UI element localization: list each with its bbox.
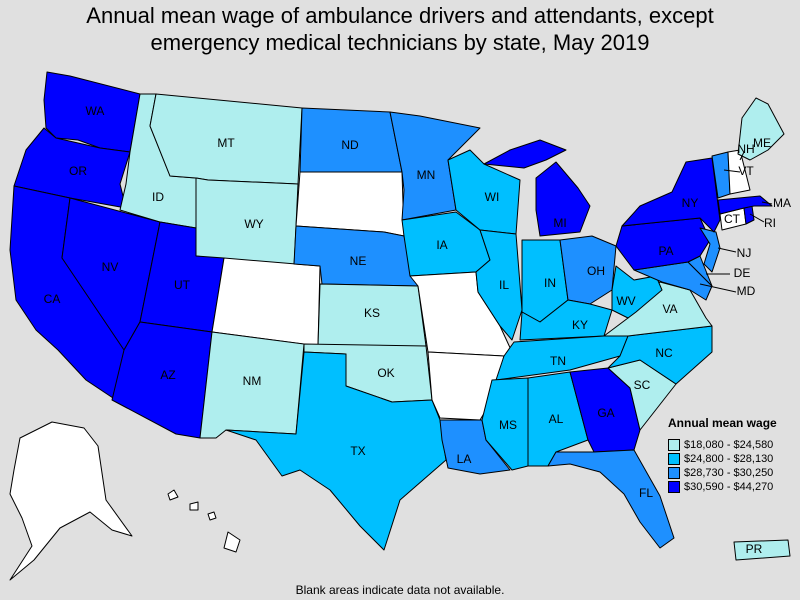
state-label-wa: WA (86, 104, 105, 118)
state-wi[interactable] (447, 149, 521, 235)
state-sd[interactable] (295, 171, 405, 237)
state-label-mt: MT (217, 136, 235, 150)
state-label-al: AL (549, 412, 564, 426)
state-label-oh: OH (587, 264, 605, 278)
state-label-or: OR (69, 164, 87, 178)
state-label-ks: KS (364, 306, 380, 320)
state-label-il: IL (499, 278, 509, 292)
leader-line-ma (761, 201, 773, 205)
legend-item: $30,590 - $44,270 (668, 480, 798, 494)
state-wv[interactable] (611, 265, 663, 319)
state-label-de: DE (734, 266, 751, 280)
state-label-ia: IA (436, 238, 447, 252)
state-label-ma: MA (773, 196, 791, 210)
leader-line-vt (723, 169, 741, 173)
legend-swatch (668, 481, 680, 493)
state-label-wy: WY (244, 217, 263, 231)
state-tx[interactable] (225, 351, 447, 551)
state-label-ca: CA (44, 292, 61, 306)
state-label-la: LA (457, 452, 472, 466)
state-label-pr: PR (746, 542, 763, 556)
state-co[interactable] (211, 257, 321, 347)
state-label-nd: ND (341, 138, 359, 152)
state-label-ms: MS (499, 418, 517, 432)
legend-item: $24,800 - $28,130 (668, 452, 798, 466)
state-hi[interactable] (167, 489, 241, 553)
state-label-fl: FL (639, 486, 653, 500)
legend-range: $28,730 - $30,250 (684, 467, 774, 479)
state-label-pa: PA (658, 244, 673, 258)
state-il[interactable] (475, 229, 523, 341)
state-label-nm: NM (243, 374, 262, 388)
footnote: Blank areas indicate data not available. (295, 583, 505, 597)
state-label-nh: NH (737, 142, 754, 156)
state-me[interactable] (737, 97, 785, 161)
state-label-md: MD (737, 284, 756, 298)
state-label-tx: TX (350, 444, 365, 458)
state-label-nj: NJ (737, 246, 752, 260)
state-ny[interactable] (621, 157, 721, 233)
legend-swatch (668, 453, 680, 465)
state-label-mn: MN (417, 168, 436, 182)
state-label-ok: OK (377, 366, 394, 380)
legend-item: $28,730 - $30,250 (668, 466, 798, 480)
title-line-2: emergency medical technicians by state, … (150, 30, 650, 55)
state-label-wi: WI (485, 190, 500, 204)
state-label-az: AZ (160, 368, 175, 382)
leader-line-md (699, 283, 737, 293)
legend-swatch (668, 439, 680, 451)
legend-item: $18,080 - $24,580 (668, 438, 798, 452)
title-line-1: Annual mean wage of ambulance drivers an… (86, 3, 714, 28)
state-label-in: IN (544, 276, 556, 290)
state-label-me: ME (753, 136, 771, 150)
leader-line-ri (749, 213, 765, 223)
state-label-ri: RI (764, 216, 776, 230)
state-ma[interactable] (717, 195, 773, 215)
legend-range: $18,080 - $24,580 (684, 439, 774, 451)
state-label-va: VA (662, 302, 677, 316)
legend: Annual mean wage $18,080 - $24,580 $24,8… (668, 416, 798, 494)
state-label-nv: NV (102, 260, 119, 274)
legend-title: Annual mean wage (668, 416, 777, 430)
leader-line-nh (739, 151, 745, 161)
state-fl[interactable] (547, 449, 675, 549)
state-label-vt: VT (738, 164, 754, 178)
state-ak[interactable] (9, 421, 133, 581)
state-label-ga: GA (597, 406, 614, 420)
state-label-mi: MI (553, 216, 566, 230)
state-mi[interactable] (483, 139, 591, 237)
state-label-ut: UT (174, 278, 191, 292)
state-label-nc: NC (655, 346, 673, 360)
state-label-sc: SC (634, 378, 651, 392)
state-pr[interactable] (733, 539, 791, 561)
state-label-tn: TN (550, 354, 566, 368)
state-ky[interactable] (519, 299, 613, 341)
state-label-ne: NE (350, 254, 367, 268)
state-wa[interactable] (43, 71, 141, 153)
map-title: Annual mean wage of ambulance drivers an… (0, 2, 800, 56)
state-label-ny: NY (682, 196, 699, 210)
legend-swatch (668, 467, 680, 479)
legend-range: $30,590 - $44,270 (684, 481, 774, 493)
state-label-ct: CT (724, 212, 741, 226)
state-label-ky: KY (572, 318, 588, 332)
state-label-wv: WV (616, 294, 635, 308)
state-label-id: ID (152, 190, 164, 204)
legend-range: $24,800 - $28,130 (684, 453, 774, 465)
state-nj[interactable] (699, 227, 721, 273)
leader-line-nj (717, 247, 737, 253)
